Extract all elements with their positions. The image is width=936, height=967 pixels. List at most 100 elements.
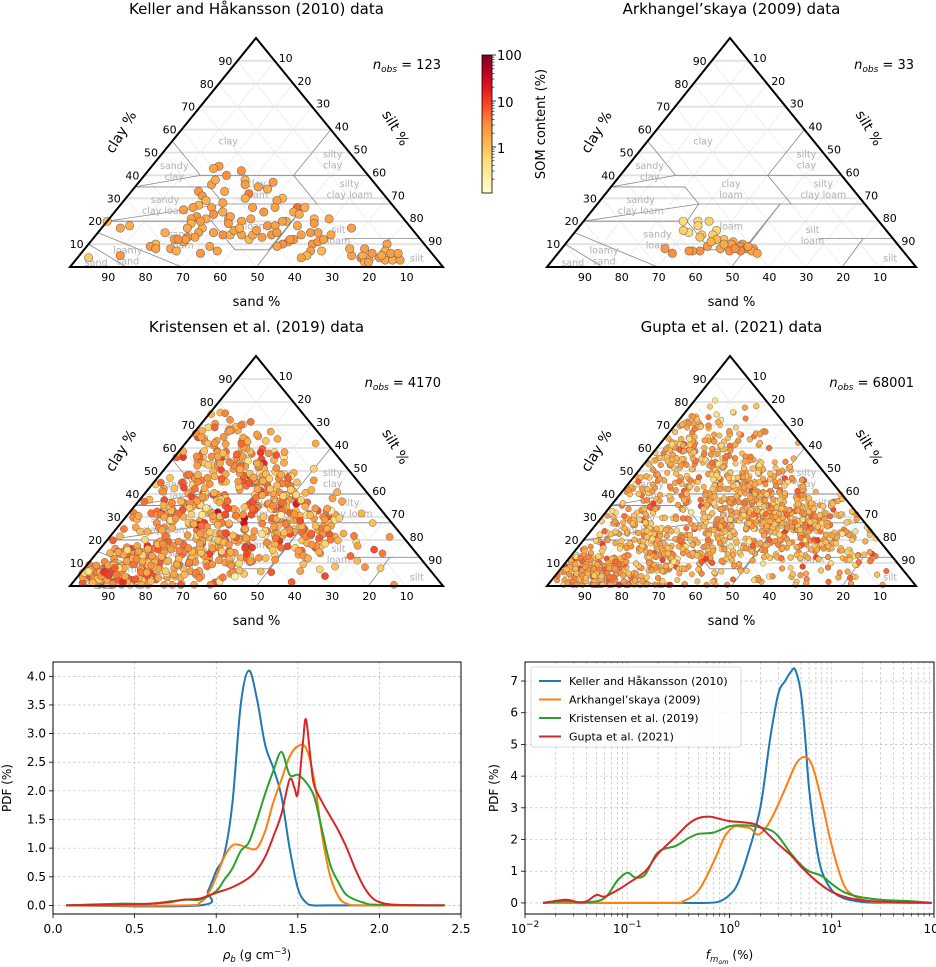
data-point <box>836 569 843 576</box>
data-point <box>648 520 655 527</box>
legend-label: Gupta et al. (2021) <box>569 731 674 744</box>
data-point <box>206 580 215 589</box>
silt-tick-label: 90 <box>428 554 442 567</box>
clay-tick-label: 70 <box>181 419 195 432</box>
data-point <box>582 563 589 570</box>
texture-class-label: sandy <box>151 195 180 206</box>
data-point <box>185 470 193 479</box>
silt-tick-label: 90 <box>901 235 915 248</box>
texture-class-label: loam <box>646 241 670 252</box>
data-point <box>232 450 241 459</box>
ternary-plot: claysiltyclaysandyclayclayloamsiltyclay … <box>544 0 919 310</box>
data-point <box>315 534 323 542</box>
data-point <box>690 413 697 420</box>
texture-class-label: sand <box>116 257 139 268</box>
data-point <box>625 552 632 559</box>
data-point <box>749 557 756 564</box>
data-point <box>134 511 143 520</box>
data-point <box>787 463 794 470</box>
data-point <box>694 486 701 493</box>
clay-tick-label: 50 <box>620 465 634 478</box>
x-label-end: ) <box>287 948 292 962</box>
legend-label: Arkhangel’skaya (2009) <box>569 694 700 707</box>
data-point <box>754 507 761 514</box>
data-point <box>797 526 804 533</box>
data-point <box>106 549 114 557</box>
data-point <box>771 459 778 466</box>
data-point <box>221 440 230 448</box>
data-point <box>761 554 768 561</box>
data-point <box>338 497 346 506</box>
silt-tick-label: 50 <box>827 462 841 475</box>
colorbar-ticks <box>492 54 496 180</box>
data-point <box>649 481 656 488</box>
data-point <box>843 519 850 526</box>
data-point <box>639 485 646 492</box>
legend-frame <box>530 666 742 748</box>
data-point <box>686 441 693 448</box>
clay-tick-label: 90 <box>218 373 232 386</box>
data-point <box>748 548 755 555</box>
data-point <box>820 545 827 552</box>
texture-class-label: loam <box>170 241 194 252</box>
x-tick-label: 100 <box>719 920 740 936</box>
data-point <box>223 219 233 229</box>
data-point <box>203 473 212 482</box>
data-point <box>680 506 687 513</box>
data-point <box>193 496 202 505</box>
silt-tick-label: 60 <box>846 485 860 498</box>
data-point <box>361 563 369 572</box>
data-point <box>305 228 315 238</box>
x-tick-base: 10 <box>613 922 628 936</box>
data-point <box>311 439 320 448</box>
data-point <box>683 461 690 468</box>
data-point <box>709 459 716 466</box>
data-point <box>261 437 270 445</box>
data-point <box>616 545 623 552</box>
data-point <box>715 419 722 426</box>
silt-tick-label: 40 <box>808 121 822 134</box>
data-point <box>147 561 155 570</box>
data-point <box>727 533 734 540</box>
data-point <box>595 553 602 560</box>
series-line-1 <box>66 743 445 907</box>
data-point <box>594 561 601 568</box>
data-point <box>674 577 681 584</box>
data-point <box>157 478 165 487</box>
data-point <box>802 524 809 531</box>
data-point <box>280 458 288 467</box>
y-tick-label: 0.0 <box>27 898 46 912</box>
data-point <box>179 205 189 215</box>
data-point <box>736 430 743 437</box>
data-point <box>649 466 656 473</box>
data-point <box>237 439 246 448</box>
data-point <box>790 455 797 462</box>
n-obs-symbol: n <box>373 58 381 73</box>
data-point <box>370 545 378 554</box>
data-point <box>799 476 806 483</box>
panel-title: Arkhangel’skaya (2009) data <box>623 0 841 18</box>
data-point <box>266 427 275 436</box>
data-point <box>261 554 270 562</box>
silt-tick-label: 10 <box>279 370 293 383</box>
sand-tick-label: 10 <box>400 590 414 603</box>
data-point <box>730 482 737 489</box>
data-point <box>761 497 768 504</box>
clay-tick-label: 20 <box>565 534 579 547</box>
data-point <box>198 493 207 501</box>
data-point <box>632 577 639 584</box>
texture-class-boundary <box>698 175 792 205</box>
series-line-3 <box>66 718 445 907</box>
y-tick-label: 2.5 <box>27 755 46 769</box>
data-point <box>762 481 769 488</box>
ternary-frame <box>544 354 919 587</box>
data-point <box>663 526 670 533</box>
data-point <box>788 475 795 482</box>
texture-class-boundary <box>88 243 127 268</box>
series-group <box>542 667 932 905</box>
x-tick-label: 2.0 <box>370 922 389 936</box>
data-point <box>649 488 656 495</box>
data-point <box>686 435 693 442</box>
data-point <box>175 546 184 555</box>
